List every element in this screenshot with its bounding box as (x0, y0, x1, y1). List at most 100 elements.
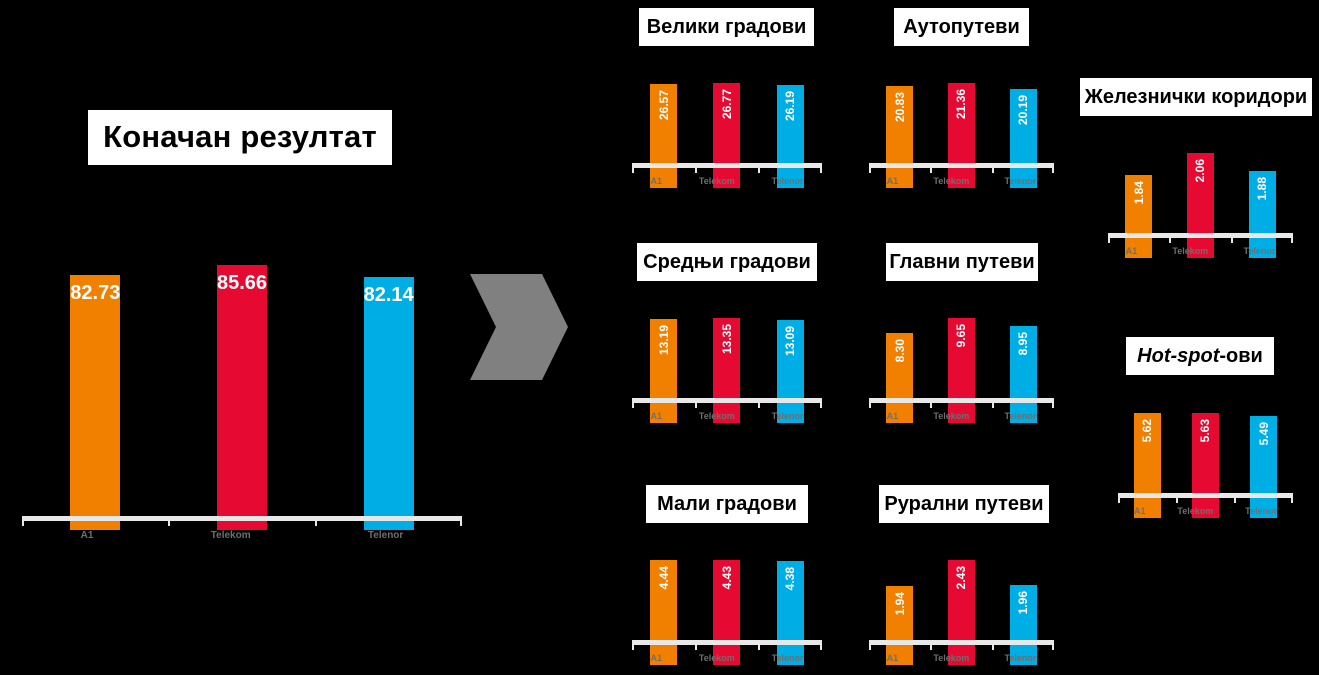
x-label-telenor: Telenor (1004, 653, 1037, 663)
bar-telekom[interactable]: 26.77 (713, 83, 741, 188)
bar-group: 26.57 26.77 26.19 (632, 83, 822, 188)
autoputevi-title-text: Аутопутеви (903, 15, 1020, 38)
bar-telekom[interactable]: 2.06 (1186, 153, 1214, 258)
axis-tick (758, 645, 760, 650)
bar-a1[interactable]: 13.19 (650, 319, 678, 423)
bar-group: 8.30 9.65 8.95 (869, 318, 1054, 423)
x-label-telenor: Telenor (367, 530, 404, 541)
bar-telenor[interactable]: 20.19 (1009, 88, 1037, 188)
bar-telekom[interactable]: 2.43 (947, 560, 975, 665)
bar-a1[interactable]: 82.73 (70, 275, 120, 530)
bar-a1[interactable]: 20.83 (886, 85, 914, 188)
x-label-telenor: Telenor (771, 176, 804, 186)
axis-cap-left (632, 640, 634, 650)
bar-telekom[interactable]: 13.35 (713, 318, 741, 423)
veliki-gradovi-title-plate: Велики градови (639, 8, 814, 46)
mali-gradovi-title-text: Мали градови (657, 492, 797, 515)
bar-value-telekom: 5.63 (1198, 419, 1213, 443)
axis-cap-right (1291, 493, 1293, 503)
x-axis-labels: A1 Telekom Telenor (869, 653, 1054, 663)
axis-tick (1231, 238, 1233, 243)
bar-a1[interactable]: 8.30 (886, 332, 914, 423)
x-axis-labels: A1 Telekom Telenor (632, 176, 822, 186)
bar-value-a1: 1.84 (1131, 181, 1146, 205)
chart-mali-gradovi: 4.44 4.43 4.38 A1 Telekom Telenor (632, 535, 822, 665)
x-axis (632, 163, 822, 173)
bar-telenor[interactable]: 1.96 (1009, 584, 1037, 665)
x-axis (632, 398, 822, 408)
bar-telenor[interactable]: 4.38 (776, 561, 804, 665)
bar-value-a1: 8.30 (892, 338, 907, 363)
x-axis (1108, 233, 1293, 243)
bar-telenor[interactable]: 1.88 (1248, 171, 1276, 258)
autoputevi-title-plate: Аутопутеви (894, 8, 1029, 46)
mali-gradovi-title-plate: Мали градови (646, 485, 808, 523)
x-axis-labels: A1 Telekom Telenor (869, 176, 1054, 186)
bar-value-a1: 1.94 (892, 592, 907, 616)
bar-telenor[interactable]: 13.09 (776, 320, 804, 423)
axis-cap-left (22, 516, 24, 526)
bar-value-telenor: 4.38 (783, 567, 798, 591)
bar-value-telenor: 82.14 (363, 283, 414, 306)
x-axis-labels: A1 Telekom Telenor (1118, 506, 1293, 516)
bar-group: 5.62 5.63 5.49 (1118, 413, 1293, 518)
bar-telekom[interactable]: 9.65 (947, 318, 975, 423)
chart-autoputevi: 20.83 21.36 20.19 A1 Telekom Telenor (869, 58, 1054, 188)
chart-hot-spot-ovi: 5.62 5.63 5.49 A1 Telekom Telenor (1118, 388, 1293, 518)
bar-value-telenor: 5.49 (1256, 421, 1271, 445)
axis-cap-left (632, 398, 634, 408)
x-axis-labels: A1 Telekom Telenor (1108, 246, 1293, 256)
bar-telekom[interactable]: 21.36 (947, 83, 975, 188)
axis-cap-right (1052, 398, 1054, 408)
axis-tick (992, 403, 994, 408)
x-label-a1: A1 (886, 176, 899, 186)
hotspot-title-text-rest: -ови (1219, 344, 1263, 367)
bar-telekom[interactable]: 5.63 (1191, 413, 1219, 518)
x-label-telenor: Telenor (771, 653, 804, 663)
glavni-putevi-title-plate: Главни путеви (886, 243, 1038, 281)
x-axis (1118, 493, 1293, 503)
axis-tick (695, 645, 697, 650)
bar-telenor[interactable]: 26.19 (776, 85, 804, 188)
hotspot-title-text-italic: Hot-spot (1137, 344, 1220, 367)
axis-cap-right (1052, 640, 1054, 650)
bar-telenor[interactable]: 82.14 (363, 276, 414, 530)
x-label-telekom: Telekom (1177, 506, 1214, 516)
axis-tick (315, 521, 317, 526)
x-axis (22, 516, 462, 526)
x-axis-labels: A1 Telekom Telenor (869, 411, 1054, 421)
chart-srednji-gradovi: 13.19 13.35 13.09 A1 Telekom Telenor (632, 293, 822, 423)
axis-cap-left (869, 163, 871, 173)
x-axis-labels: A1 Telekom Telenor (632, 411, 822, 421)
x-label-a1: A1 (1125, 246, 1138, 256)
bar-value-telekom: 2.43 (954, 566, 969, 590)
axis-tick (695, 403, 697, 408)
bar-telenor[interactable]: 5.49 (1250, 415, 1278, 518)
bar-a1[interactable]: 5.62 (1133, 413, 1161, 518)
bar-value-telekom: 85.66 (216, 271, 268, 294)
x-axis (869, 163, 1054, 173)
x-label-a1: A1 (650, 411, 662, 421)
bar-group: 1.84 2.06 1.88 (1108, 153, 1293, 258)
veliki-gradovi-title-text: Велики градови (646, 15, 807, 38)
axis-cap-right (820, 163, 822, 173)
bar-group: 4.44 4.43 4.38 (632, 560, 822, 665)
x-label-telenor: Telenor (1243, 246, 1276, 256)
bar-telenor[interactable]: 8.95 (1009, 325, 1037, 423)
bar-group: 20.83 21.36 20.19 (869, 83, 1054, 188)
axis-cap-left (1118, 493, 1120, 503)
bar-value-a1: 82.73 (70, 282, 121, 304)
bar-a1[interactable]: 4.44 (650, 560, 678, 665)
bar-telekom[interactable]: 85.66 (216, 264, 268, 530)
x-label-a1: A1 (1133, 506, 1146, 516)
axis-cap-right (1052, 163, 1054, 173)
bar-telekom[interactable]: 4.43 (713, 560, 741, 665)
x-label-telekom: Telekom (210, 530, 251, 541)
x-axis-labels: A1 Telekom Telenor (22, 530, 462, 541)
chevron-arrow-icon (470, 274, 568, 380)
axis-tick (758, 403, 760, 408)
bar-a1[interactable]: 26.57 (650, 84, 678, 188)
bar-a1[interactable]: 1.94 (886, 586, 914, 665)
axis-cap-left (1108, 233, 1110, 243)
bar-a1[interactable]: 1.84 (1125, 175, 1153, 258)
